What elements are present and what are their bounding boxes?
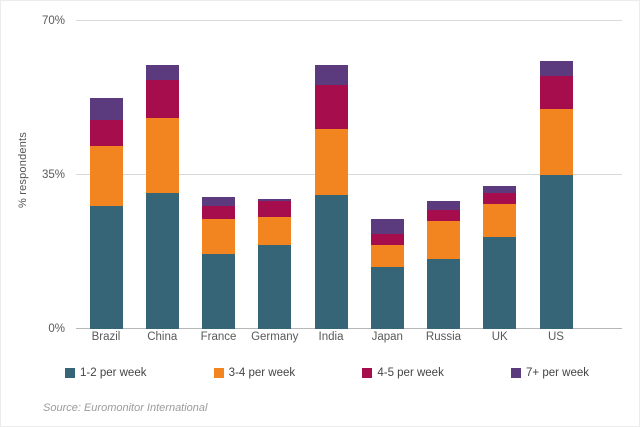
bar-segment-uk-1-2-per-week	[483, 236, 517, 329]
bar-segment-china-7+-per-week	[145, 65, 179, 81]
bar-segment-japan-1-2-per-week	[370, 267, 404, 329]
legend-item-1-2-per-week: 1-2 per week	[65, 367, 146, 379]
bar-japan	[370, 21, 404, 329]
bar-segment-brazil-4-5-per-week	[89, 120, 123, 147]
bar-segment-russia-1-2-per-week	[427, 258, 460, 329]
bar-segment-us-4-5-per-week	[539, 76, 573, 109]
y-tick-70: 70%	[41, 15, 65, 27]
bar-segment-china-4-5-per-week	[145, 80, 179, 118]
x-tick-india: India	[318, 331, 344, 343]
legend: 1-2 per week 3-4 per week 4-5 per week 7+ p…	[65, 367, 589, 379]
bar-segment-japan-7+-per-week	[370, 219, 404, 235]
bar-germany	[258, 21, 292, 329]
x-tick-brazil: Brazil	[91, 331, 121, 343]
legend-swatch-icon	[362, 368, 373, 378]
legend-label: 1-2 per week	[80, 367, 147, 379]
bar-segment-uk-7+-per-week	[483, 186, 517, 193]
bar-segment-brazil-7+-per-week	[89, 98, 123, 120]
bar-segment-uk-3-4-per-week	[483, 203, 517, 237]
x-tick-japan: Japan	[371, 331, 403, 343]
bar-segment-russia-3-4-per-week	[427, 221, 460, 259]
bar-segment-germany-3-4-per-week	[258, 216, 292, 246]
bar-segment-germany-1-2-per-week	[258, 245, 292, 329]
bar-segment-india-1-2-per-week	[314, 194, 348, 329]
bar-segment-uk-4-5-per-week	[483, 192, 517, 204]
gridline-70	[76, 20, 622, 21]
bar-segment-brazil-3-4-per-week	[89, 146, 123, 206]
bar-segment-france-1-2-per-week	[202, 254, 235, 329]
legend-item-4-5-per-week: 4-5 per week	[362, 367, 444, 379]
bar-segment-japan-3-4-per-week	[370, 245, 404, 268]
bar-segment-france-4-5-per-week	[202, 205, 235, 219]
bar-segment-france-7+-per-week	[202, 197, 235, 206]
y-tick-35: 35%	[41, 169, 65, 181]
bar-segment-india-7+-per-week	[314, 65, 348, 85]
x-axis-line	[76, 328, 622, 329]
bar-segment-china-1-2-per-week	[145, 192, 179, 329]
legend-item-7+-per-week: 7+ per week	[511, 367, 589, 379]
legend-label: 7+ per week	[526, 367, 589, 379]
bar-segment-us-7+-per-week	[539, 60, 573, 76]
y-tick-0: 0%	[48, 323, 65, 335]
x-tick-france: France	[200, 331, 237, 343]
bar-india	[314, 21, 348, 329]
bar-segment-brazil-1-2-per-week	[89, 205, 123, 329]
bar-china	[145, 21, 179, 329]
legend-item-3-4-per-week: 3-4 per week	[213, 367, 296, 379]
gridline-35	[76, 174, 622, 175]
bar-segment-china-3-4-per-week	[145, 117, 179, 193]
bar-segment-india-4-5-per-week	[314, 84, 348, 129]
bar-brazil	[89, 21, 123, 329]
legend-swatch-icon	[511, 368, 522, 378]
bar-segment-france-3-4-per-week	[202, 219, 235, 255]
x-tick-china: China	[147, 331, 178, 343]
legend-swatch-icon	[65, 368, 75, 378]
legend-label: 4-5 per week	[377, 367, 444, 379]
legend-label: 3-4 per week	[228, 367, 296, 379]
source-caption: Source: Euromonitor International	[43, 402, 208, 414]
bar-segment-germany-4-5-per-week	[258, 201, 292, 217]
legend-swatch-icon	[213, 368, 224, 378]
plot-area	[76, 20, 622, 329]
x-tick-us: US	[548, 331, 564, 343]
bar-russia	[427, 21, 460, 329]
x-tick-uk: UK	[491, 331, 508, 343]
bar-segment-japan-4-5-per-week	[370, 234, 404, 246]
bar-segment-germany-7+-per-week	[258, 199, 292, 202]
bar-uk	[483, 21, 517, 329]
x-tick-russia: Russia	[425, 331, 462, 343]
bar-segment-us-3-4-per-week	[539, 109, 573, 175]
bar-segment-us-1-2-per-week	[539, 175, 573, 329]
bar-us	[539, 21, 573, 329]
bar-france	[202, 21, 235, 329]
x-tick-germany: Germany	[251, 331, 299, 343]
bar-segment-russia-4-5-per-week	[427, 210, 460, 222]
bar-segment-russia-7+-per-week	[427, 201, 460, 211]
bar-segment-india-3-4-per-week	[314, 128, 348, 195]
